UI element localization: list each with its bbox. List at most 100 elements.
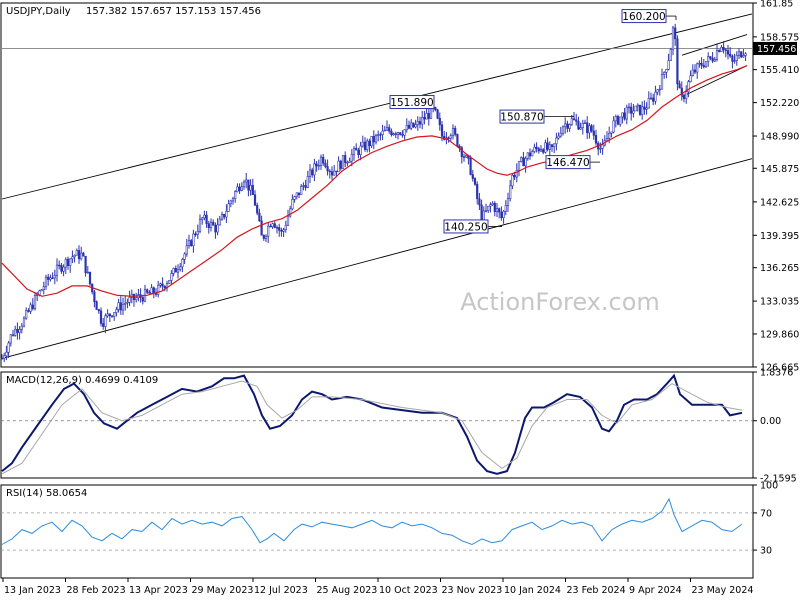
candle-body <box>326 166 329 172</box>
candle-body <box>612 120 615 133</box>
candle-body <box>256 205 259 214</box>
candle-body <box>704 61 708 68</box>
x-tick-label: 13 Jan 2023 <box>4 585 61 596</box>
candle-body <box>377 134 380 136</box>
candle-body <box>159 283 162 286</box>
candle-body <box>55 264 59 276</box>
candle-body <box>231 198 235 202</box>
candle-body <box>726 50 730 55</box>
0-tick-label: 145.875 <box>760 164 799 175</box>
candle-body <box>487 205 490 211</box>
candle-body <box>22 317 26 327</box>
candle-body <box>313 163 316 176</box>
annotation-label: 151.890 <box>390 97 433 109</box>
candle-body <box>542 149 545 153</box>
candle-body <box>249 185 252 191</box>
candle-body <box>671 27 675 50</box>
candle-body <box>284 224 287 230</box>
x-tick-label: 25 Aug 2023 <box>317 585 378 596</box>
candle-body <box>427 113 430 119</box>
candle-body <box>680 87 683 96</box>
candle-body <box>379 134 382 136</box>
x-tick-label: 28 Feb 2023 <box>67 585 126 596</box>
candle-body <box>608 132 611 139</box>
candle-body <box>390 130 393 136</box>
channel-upper-trendline <box>1 13 753 200</box>
macd-panel: 1.8376 0.00 -2.1595 MACD(12,26,9) 0.4699 0.… <box>0 368 797 485</box>
candle-body <box>678 83 681 89</box>
candle-body <box>425 113 428 120</box>
candle-body <box>462 156 466 158</box>
candle-body <box>724 49 727 51</box>
candle-body <box>643 106 646 110</box>
candle-body <box>559 132 562 137</box>
candle-body <box>196 230 199 235</box>
candle-body <box>64 258 67 268</box>
candle-body <box>592 130 595 136</box>
candle-body <box>25 310 28 319</box>
x-tick-label: 23 May 2024 <box>692 585 754 596</box>
candle-body <box>515 169 518 178</box>
candle-body <box>154 293 158 295</box>
candle-body <box>735 54 738 61</box>
1-tick-label: 0.00 <box>760 416 781 427</box>
macd-title: MACD(12,26,9) 0.4699 0.4109 <box>6 375 158 386</box>
candle-body <box>473 178 477 185</box>
rsi-tick-label: 100 <box>760 481 778 492</box>
candle-body <box>594 135 598 144</box>
candle-body <box>575 119 578 122</box>
0-tick-label: 139.395 <box>760 231 799 242</box>
candle-body <box>544 142 547 153</box>
candle-body <box>484 210 488 212</box>
candle-body <box>658 88 661 91</box>
candle-body <box>14 328 17 336</box>
candle-body <box>370 135 373 147</box>
candle-body <box>700 62 703 66</box>
candle-body <box>649 97 653 100</box>
candle-body <box>627 106 631 109</box>
candle-body <box>51 277 54 279</box>
candle-body <box>588 125 591 134</box>
x-tick-label: 10 Oct 2023 <box>379 585 438 596</box>
candle-body <box>546 142 549 150</box>
candle-body <box>80 252 83 260</box>
candle-body <box>625 107 628 120</box>
candle-body <box>106 313 109 317</box>
candle-body <box>44 276 48 288</box>
candle-body <box>660 74 664 90</box>
candle-body <box>667 60 670 70</box>
candle-body <box>533 146 536 152</box>
candle-body <box>113 312 116 317</box>
candle-body <box>570 118 573 125</box>
macd-line <box>1 373 743 475</box>
candle-body <box>572 118 576 121</box>
candle-body <box>71 256 74 260</box>
candle-body <box>264 235 268 239</box>
candle-body <box>146 289 149 293</box>
candle-body <box>713 59 716 62</box>
candle-body <box>73 254 76 258</box>
candle-body <box>104 315 107 327</box>
candle-body <box>201 217 204 220</box>
candle-body <box>693 69 697 73</box>
candle-body <box>583 122 587 124</box>
candle-body <box>506 198 510 206</box>
candle-body <box>553 143 556 148</box>
candle-body <box>304 185 307 188</box>
candle-body <box>236 186 239 193</box>
candlestick-series <box>0 23 747 363</box>
candle-body <box>126 301 129 304</box>
candle-body <box>674 27 677 40</box>
0-tick-label: 158.575 <box>760 32 799 43</box>
candle-body <box>49 277 52 280</box>
0-tick-label: 133.035 <box>760 297 799 308</box>
candle-body <box>295 192 298 197</box>
candle-body <box>348 160 351 163</box>
candle-body <box>621 112 624 118</box>
candle-body <box>227 203 230 212</box>
candle-body <box>82 252 85 257</box>
short-channel-upper-trendline <box>681 34 748 56</box>
x-tick-label: 29 May 2023 <box>192 585 254 596</box>
candle-body <box>372 135 375 143</box>
candle-body <box>610 131 613 134</box>
